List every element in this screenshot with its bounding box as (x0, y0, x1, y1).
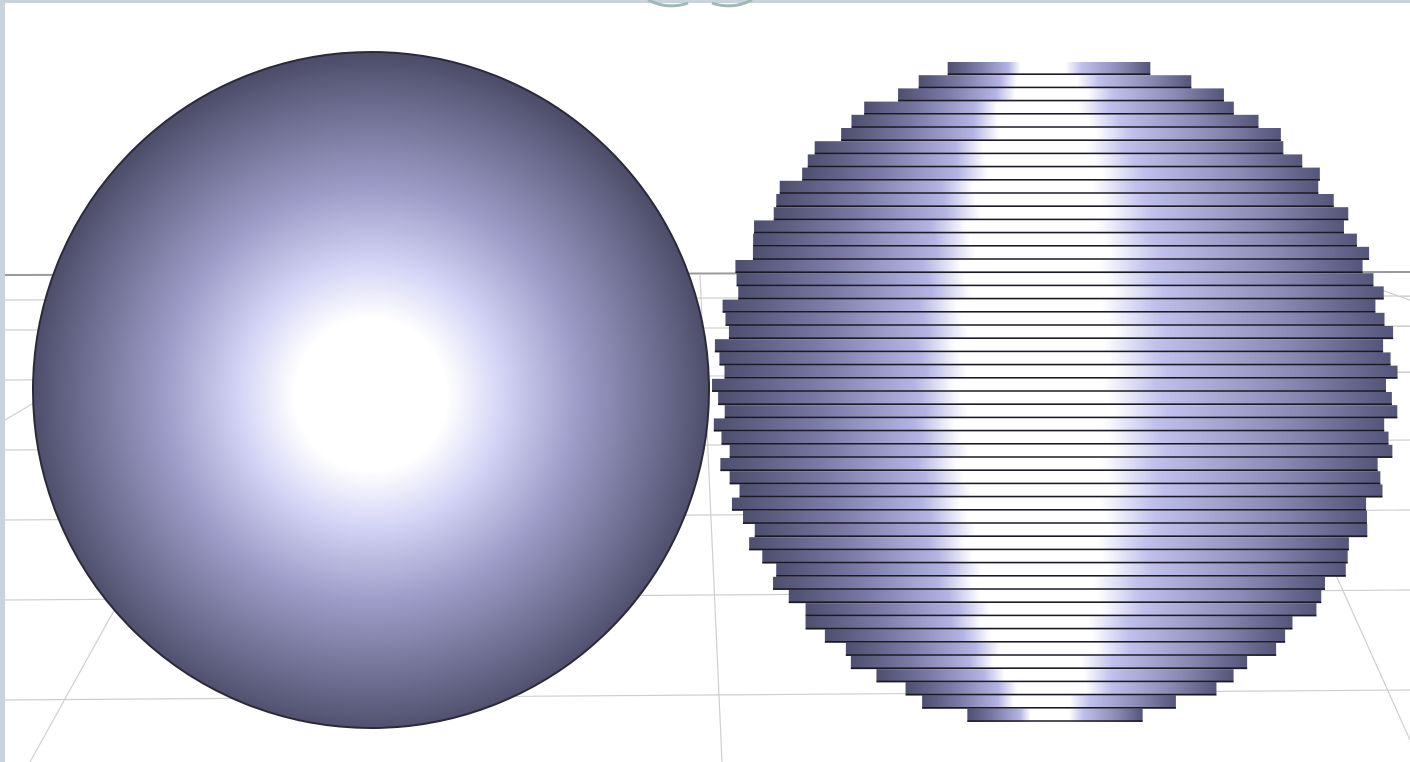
slice (807, 154, 1303, 168)
slice (725, 312, 1385, 326)
slice (776, 563, 1346, 577)
slice (729, 471, 1381, 485)
slice (773, 576, 1325, 590)
slice (749, 537, 1349, 551)
slice (743, 510, 1367, 524)
slice (851, 114, 1259, 128)
slice (754, 220, 1344, 234)
slice (738, 286, 1384, 300)
slice (845, 642, 1277, 656)
slice (739, 484, 1383, 498)
slice (713, 418, 1385, 432)
slice (805, 616, 1293, 630)
slice (864, 101, 1234, 115)
slice (714, 339, 1384, 353)
slice (762, 550, 1348, 564)
slice (876, 669, 1234, 683)
slice (722, 299, 1376, 313)
slice (712, 378, 1386, 392)
slice (841, 128, 1281, 142)
slice (719, 352, 1391, 366)
slice (724, 365, 1398, 379)
slice (805, 603, 1317, 617)
slice (824, 629, 1286, 643)
smooth-sphere (32, 51, 710, 729)
slice (728, 326, 1394, 340)
slice (814, 141, 1284, 155)
slice (721, 431, 1389, 445)
left-border (0, 0, 5, 762)
top-border (0, 0, 1410, 3)
slice (922, 695, 1176, 709)
slice (735, 260, 1363, 274)
slice (776, 194, 1334, 208)
slice (802, 167, 1320, 181)
slice (850, 656, 1248, 670)
slice (967, 708, 1143, 722)
sliced-sphere (712, 62, 1398, 722)
slice (754, 524, 1368, 538)
slice (720, 458, 1378, 472)
slice (773, 207, 1349, 221)
slice (736, 273, 1374, 287)
slice (898, 88, 1224, 102)
slice (724, 405, 1398, 419)
slice (752, 246, 1370, 260)
slice (788, 590, 1322, 604)
slice (905, 682, 1217, 696)
top-handle (647, 0, 753, 8)
slice (947, 62, 1151, 76)
slice (779, 180, 1319, 194)
slice (918, 75, 1192, 89)
slice (753, 233, 1357, 247)
slice (729, 444, 1393, 458)
slice (731, 497, 1367, 511)
slice (718, 392, 1392, 406)
